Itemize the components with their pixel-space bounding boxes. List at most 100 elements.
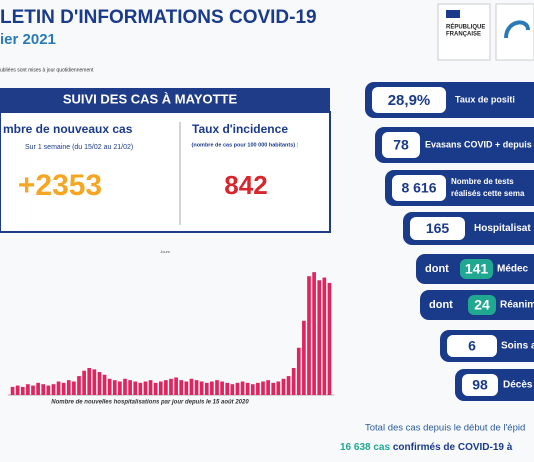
bar <box>199 381 204 395</box>
logo-text: FRANÇAISE <box>446 32 481 38</box>
bar <box>215 380 219 395</box>
bar <box>256 382 260 395</box>
indicator-label: Taux de positi <box>455 94 515 104</box>
bar <box>61 382 66 395</box>
chart-caption: Nombre de nouvelles hospitalisations par… <box>51 400 249 406</box>
value-box <box>462 374 498 396</box>
value-box <box>372 87 446 113</box>
summary-band <box>0 88 330 112</box>
bar <box>72 381 76 395</box>
bar <box>46 385 51 395</box>
value-box <box>447 335 497 357</box>
bar <box>327 282 332 395</box>
bar <box>240 381 245 395</box>
bar <box>174 377 178 395</box>
logo-box <box>495 3 534 61</box>
indicator-value: 8 616 <box>401 180 436 196</box>
bar <box>281 378 286 395</box>
bar <box>271 382 276 395</box>
value-box <box>410 217 465 240</box>
totals-count: 16 638 cas <box>340 442 390 453</box>
indicator-label: Soins au <box>501 341 534 352</box>
bar <box>97 372 102 395</box>
bar <box>296 347 301 395</box>
bar <box>123 378 127 395</box>
bar <box>210 381 214 395</box>
bar <box>77 376 81 395</box>
chart-label: Jours <box>160 249 170 254</box>
bar <box>312 272 316 395</box>
totals-line: 16 638 cas confirmés de COVID-19 à <box>340 442 513 453</box>
bar <box>158 381 163 395</box>
indicator-prefix: dont <box>429 299 453 311</box>
bar <box>302 320 306 395</box>
indicator-value: 78 <box>393 137 409 153</box>
bar <box>194 380 199 395</box>
bar <box>291 368 296 395</box>
bar <box>82 370 86 395</box>
flag <box>446 10 460 18</box>
indicator-label: Réanim <box>500 300 534 311</box>
bar <box>26 384 30 395</box>
indicators: 28,9% Taux de positi 78 Evasans COVID + dep… <box>365 82 534 401</box>
bar <box>286 376 291 395</box>
bar <box>20 386 25 395</box>
indicator-value: 141 <box>465 261 489 277</box>
bar <box>245 382 250 395</box>
logo-text: RÉPUBLIQUE <box>446 23 485 31</box>
bar <box>87 368 92 395</box>
label: mbre de nouveaux cas <box>3 122 133 136</box>
value-box <box>382 132 420 158</box>
bar <box>235 382 240 395</box>
bar <box>189 378 194 395</box>
bar <box>307 276 311 395</box>
indicator-value: 28,9% <box>388 92 431 109</box>
value-box <box>392 175 446 201</box>
subtitle: ier 2021 <box>0 31 56 48</box>
indicator-prefix: dont <box>425 263 449 275</box>
bar <box>322 277 327 395</box>
bar <box>102 374 107 395</box>
bar <box>112 380 117 395</box>
value-box <box>468 295 496 315</box>
unit: (nombre de cas pour 100 000 habitants) : <box>192 142 299 148</box>
bar <box>31 385 35 395</box>
bar <box>276 381 281 395</box>
bar <box>41 384 46 395</box>
summary-box <box>0 111 331 233</box>
chart: Jours Nombre de nouvelles hospitalisatio… <box>8 249 334 406</box>
bar <box>138 382 143 395</box>
bar <box>15 385 20 395</box>
indicator-label: Nombre de tests <box>451 177 514 186</box>
bar <box>148 380 153 395</box>
bar <box>250 384 255 395</box>
bar <box>133 381 138 395</box>
note: ubliées sont mises à jour quotidiennemen… <box>0 67 94 73</box>
bar <box>230 384 235 395</box>
bar <box>179 380 184 395</box>
totals-line: Total des cas depuis le début de l'épid <box>365 423 525 434</box>
indicator-value: 165 <box>426 220 450 236</box>
bar <box>225 382 230 395</box>
bar <box>184 381 189 395</box>
summary-title: SUIVI DES CAS À MAYOTTE <box>63 91 238 106</box>
indicator-label: Décès <box>503 380 533 391</box>
indicator-value: 98 <box>472 377 488 393</box>
bar <box>10 386 15 395</box>
bar <box>51 384 56 395</box>
indicator-label: Médec <box>497 264 529 275</box>
bar <box>143 381 148 395</box>
value: 842 <box>224 170 267 200</box>
indicator-label: réalisés cette sema <box>451 189 525 198</box>
bar <box>266 380 270 395</box>
indicator-value: 24 <box>474 297 490 313</box>
bar <box>56 381 61 395</box>
bar <box>317 280 322 395</box>
indicator-value: 6 <box>468 338 476 354</box>
value-box <box>460 259 493 279</box>
bar <box>169 378 173 395</box>
label: Taux d'incidence <box>192 122 288 136</box>
bar <box>36 382 40 395</box>
